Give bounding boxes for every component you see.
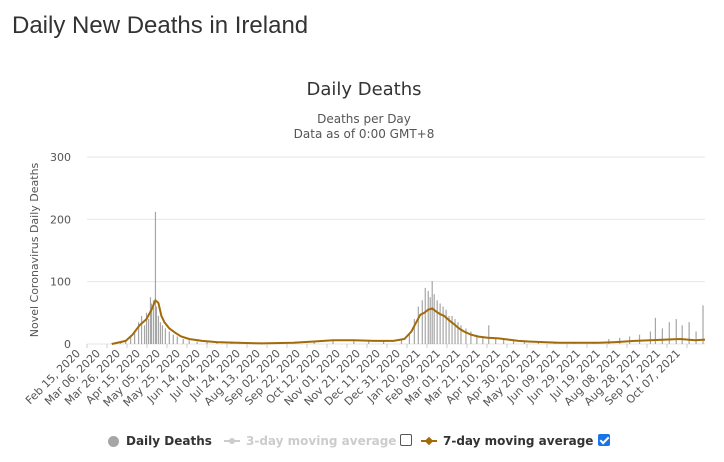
bar[interactable] bbox=[537, 342, 539, 344]
bar[interactable] bbox=[164, 328, 166, 344]
moving-average-lines bbox=[111, 298, 706, 345]
checkbox-3day-average[interactable] bbox=[400, 434, 412, 446]
bar[interactable] bbox=[523, 341, 526, 344]
bar[interactable] bbox=[417, 306, 419, 344]
legend-item-7day-average[interactable]: 7-day moving average bbox=[421, 428, 593, 454]
legend-item-3day-average[interactable]: 3-day moving average bbox=[224, 428, 396, 454]
bar[interactable] bbox=[460, 325, 462, 344]
circle-marker-icon bbox=[108, 435, 119, 447]
bar[interactable] bbox=[503, 339, 505, 344]
bar[interactable] bbox=[176, 336, 178, 344]
bar[interactable] bbox=[400, 339, 403, 344]
bar[interactable] bbox=[488, 325, 490, 344]
bar[interactable] bbox=[457, 322, 459, 344]
line-dot-marker-icon bbox=[224, 435, 240, 447]
bar[interactable] bbox=[448, 315, 450, 344]
bar[interactable] bbox=[451, 315, 453, 344]
bar[interactable] bbox=[702, 305, 704, 344]
y-tick-label: 200 bbox=[50, 213, 71, 226]
deaths-chart: Daily Deaths Deaths per Day Data as of 0… bbox=[23, 79, 706, 409]
checkbox-7day-average[interactable] bbox=[598, 434, 610, 446]
bar[interactable] bbox=[161, 325, 163, 344]
bar[interactable] bbox=[476, 334, 478, 344]
bar[interactable] bbox=[429, 297, 431, 344]
bar[interactable] bbox=[442, 306, 444, 344]
grid-layer bbox=[87, 156, 705, 345]
bar[interactable] bbox=[125, 340, 127, 344]
bar[interactable] bbox=[421, 300, 423, 344]
bar[interactable] bbox=[152, 300, 155, 344]
chart-legend: Daily Deaths 3-day moving average 7-day … bbox=[0, 428, 724, 454]
bar[interactable] bbox=[654, 317, 657, 344]
bar[interactable] bbox=[638, 334, 641, 344]
bar[interactable] bbox=[495, 337, 497, 344]
bar[interactable] bbox=[675, 319, 677, 344]
bar[interactable] bbox=[681, 325, 683, 344]
legend-label-daily-deaths: Daily Deaths bbox=[126, 434, 212, 448]
bar[interactable] bbox=[383, 340, 385, 344]
bar[interactable] bbox=[147, 319, 150, 344]
bar[interactable] bbox=[157, 315, 160, 344]
bar[interactable] bbox=[413, 319, 415, 344]
bar[interactable] bbox=[145, 312, 148, 344]
bar[interactable] bbox=[695, 331, 697, 344]
bar[interactable] bbox=[424, 287, 426, 344]
page-title: Daily New Deaths in Ireland bbox=[12, 12, 309, 39]
y-tick-label: 0 bbox=[64, 338, 71, 351]
bar[interactable] bbox=[439, 303, 441, 344]
bar[interactable] bbox=[172, 334, 174, 344]
bar[interactable] bbox=[649, 331, 652, 344]
bar[interactable] bbox=[120, 342, 122, 344]
legend-item-daily-deaths[interactable]: Daily Deaths bbox=[108, 428, 212, 454]
bar[interactable] bbox=[445, 309, 447, 344]
y-tick-labels: 0 100 200 300 bbox=[50, 151, 71, 351]
bar[interactable] bbox=[159, 322, 162, 344]
bar[interactable] bbox=[470, 331, 472, 344]
bar[interactable] bbox=[431, 281, 433, 344]
bar[interactable] bbox=[454, 319, 456, 344]
legend-label-7day-average: 7-day moving average bbox=[443, 434, 594, 448]
bar[interactable] bbox=[149, 297, 152, 344]
bar[interactable] bbox=[427, 291, 429, 344]
chart-title: Daily Deaths bbox=[306, 79, 421, 100]
bar[interactable] bbox=[512, 340, 515, 344]
bar[interactable] bbox=[143, 325, 146, 344]
bar[interactable] bbox=[155, 306, 158, 344]
bar[interactable] bbox=[465, 328, 467, 344]
y-axis-title: Novel Coronavirus Daily Deaths bbox=[28, 162, 41, 337]
seven-day-average-line[interactable] bbox=[111, 298, 706, 345]
bar[interactable] bbox=[188, 340, 190, 344]
bar[interactable] bbox=[688, 322, 690, 344]
bar[interactable] bbox=[436, 300, 438, 344]
bar[interactable] bbox=[206, 342, 208, 344]
bar[interactable] bbox=[433, 294, 435, 344]
bar[interactable] bbox=[140, 315, 143, 344]
line-diamond-marker-icon bbox=[421, 435, 437, 447]
y-tick-label: 100 bbox=[50, 276, 71, 289]
bar[interactable] bbox=[182, 339, 184, 344]
bar[interactable] bbox=[168, 331, 170, 344]
legend-label-3day-average: 3-day moving average bbox=[246, 434, 397, 448]
bar[interactable] bbox=[134, 331, 136, 344]
bar[interactable] bbox=[332, 340, 334, 344]
y-tick-label: 300 bbox=[50, 151, 71, 164]
chart-subtitle-line-1: Deaths per Day bbox=[317, 112, 411, 126]
bar[interactable] bbox=[196, 341, 198, 344]
bar[interactable] bbox=[353, 339, 355, 344]
bar[interactable] bbox=[408, 334, 410, 344]
bar[interactable] bbox=[130, 336, 132, 344]
bar[interactable] bbox=[150, 303, 153, 344]
bar[interactable] bbox=[482, 336, 484, 344]
bar[interactable] bbox=[661, 328, 663, 344]
bar[interactable] bbox=[216, 342, 218, 344]
bar[interactable] bbox=[668, 322, 670, 344]
bar[interactable] bbox=[137, 322, 140, 344]
bar[interactable] bbox=[368, 340, 370, 344]
bar[interactable] bbox=[154, 211, 157, 344]
daily-deaths-bars bbox=[111, 211, 704, 344]
chart-subtitle-line-2: Data as of 0:00 GMT+8 bbox=[294, 127, 435, 141]
